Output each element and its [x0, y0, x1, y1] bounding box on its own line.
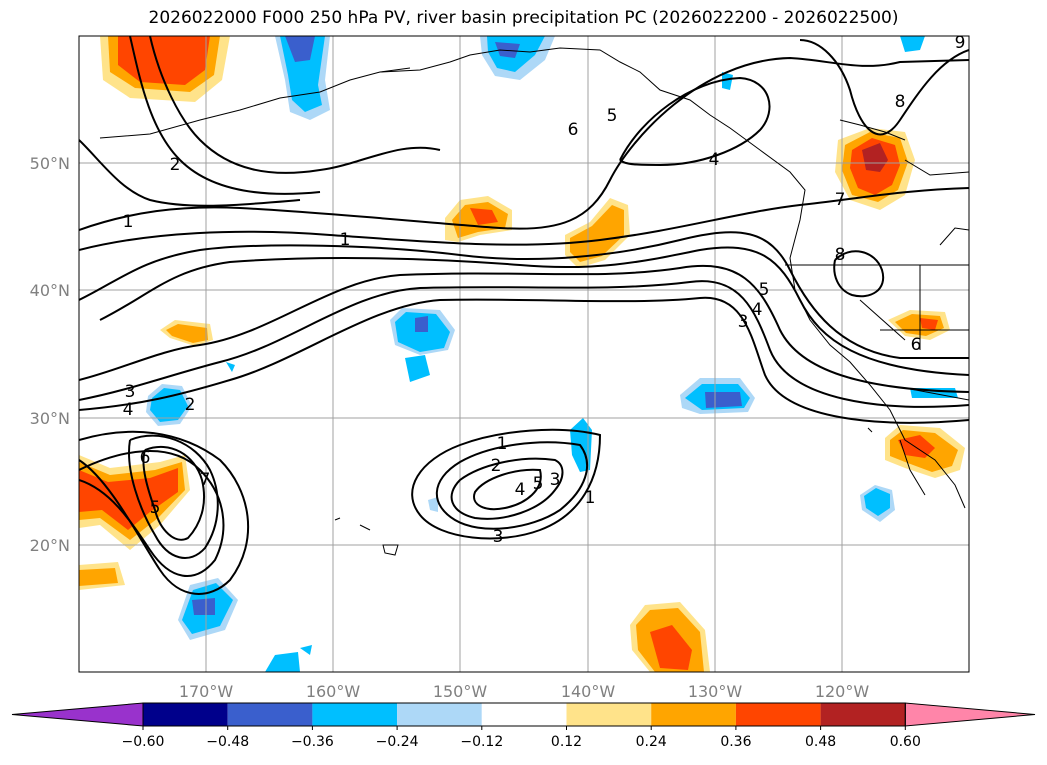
colorbar-swatch-9	[820, 703, 906, 726]
lon-label-160w: 160°W	[306, 682, 361, 701]
contour-label-17: 4	[752, 300, 763, 320]
contour-label-23: 3	[550, 470, 561, 490]
lon-label-120w: 120°W	[815, 682, 870, 701]
contour-label-24: 6	[911, 335, 922, 355]
contour-label-25: 9	[955, 33, 966, 53]
contour-label-15: 6	[568, 120, 579, 140]
map-frame	[78, 35, 970, 673]
contour-label-16: 5	[607, 106, 618, 126]
colorbar-tick-label-7: 0.36	[720, 734, 751, 750]
contour-label-2: 1	[340, 230, 351, 250]
colorbar-swatch-4	[397, 703, 482, 726]
coastlines	[99, 47, 969, 556]
lat-label-50n: 50°N	[30, 154, 70, 173]
precip-shading	[79, 36, 965, 672]
contour-label-22: 4	[709, 150, 720, 170]
colorbar-extend-max	[904, 702, 1036, 727]
contour-label-8: 5	[150, 498, 161, 518]
map-plot-area	[79, 36, 969, 672]
contour-label-6: 6	[140, 448, 151, 468]
colorbar-swatch-2	[227, 703, 313, 726]
map-title: 2026022000 F000 250 hPa PV, river basin …	[148, 8, 899, 28]
lat-label-20n: 20°N	[30, 536, 70, 555]
colorbar-tick-label-0: −0.60	[122, 734, 165, 750]
colorbar-tick-label-1: −0.48	[206, 734, 249, 750]
colorbar-swatch-7	[651, 703, 736, 726]
colorbar-tick-label-6: 0.24	[636, 734, 667, 750]
colorbar-extend-min	[11, 702, 144, 727]
colorbar: −0.60 −0.48 −0.36 −0.24 −0.12 0.12 0.24 0.36 0.4…	[11, 702, 1036, 750]
lon-label-140w: 140°W	[561, 682, 616, 701]
lon-label-170w: 170°W	[179, 682, 234, 701]
contour-label-11: 3	[493, 527, 504, 547]
contour-label-4: 4	[123, 400, 134, 420]
contour-label-10: 2	[491, 456, 502, 476]
contour-label-3: 3	[125, 382, 136, 402]
colorbar-tick-label-2: −0.36	[291, 734, 334, 750]
contour-label-0: 1	[123, 212, 134, 232]
colorbar-swatch-6	[566, 703, 652, 726]
colorbar-swatch-3	[312, 703, 398, 726]
lat-label-40n: 40°N	[30, 281, 70, 300]
contour-label-21: 5	[759, 280, 770, 300]
contour-label-7: 7	[200, 470, 211, 490]
colorbar-tick-label-5: 0.12	[551, 734, 582, 750]
colorbar-swatch-5	[481, 703, 567, 726]
lat-label-30n: 30°N	[30, 409, 70, 428]
contour-label-1: 2	[170, 155, 181, 175]
colorbar-tick-label-4: −0.12	[460, 734, 503, 750]
colorbar-tick-label-8: 0.48	[805, 734, 836, 750]
contour-label-26: 1	[585, 488, 596, 508]
colorbar-tick-label-9: 0.60	[890, 734, 921, 750]
contour-label-9: 1	[497, 434, 508, 454]
latitude-labels: 50°N 40°N 30°N 20°N	[30, 154, 70, 555]
pv-contours	[79, 36, 969, 595]
contour-label-14: 3	[738, 312, 749, 332]
colorbar-swatch-1	[143, 703, 228, 726]
colorbar-tick-label-3: −0.24	[376, 734, 419, 750]
longitude-labels: 170°W 160°W 150°W 140°W 130°W 120°W	[179, 682, 870, 701]
contour-label-12: 4	[515, 480, 526, 500]
contour-label-20: 8	[835, 245, 846, 265]
lon-label-130w: 130°W	[688, 682, 743, 701]
graticule	[79, 36, 969, 672]
contour-label-13: 5	[533, 474, 544, 494]
colorbar-swatch-8	[735, 703, 821, 726]
lon-label-150w: 150°W	[433, 682, 488, 701]
contour-label-5: 2	[185, 395, 196, 415]
colorbar-frame	[142, 702, 906, 727]
contour-label-19: 8	[895, 92, 906, 112]
contour-label-18: 7	[835, 190, 846, 210]
